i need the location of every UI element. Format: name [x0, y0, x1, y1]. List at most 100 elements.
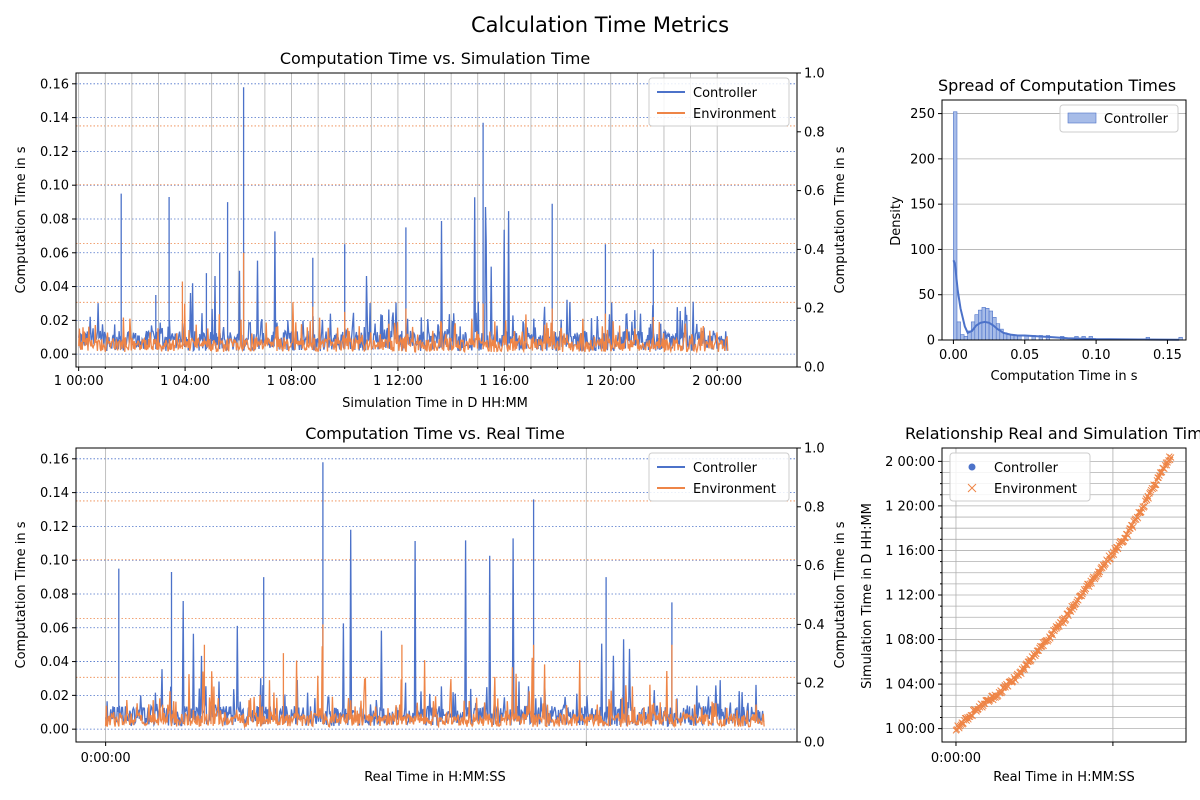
- y-right-tick-label: 1.0: [804, 442, 825, 457]
- histogram-bar: [953, 111, 958, 341]
- y-tick-label: 200: [910, 152, 935, 167]
- y-tick-label: 1 20:00: [885, 499, 935, 514]
- y-tick-label: 0.10: [40, 554, 69, 569]
- y-tick-label: 0.14: [40, 486, 69, 501]
- y-tick-label: 1 08:00: [885, 633, 935, 648]
- x-tick-label: 1 12:00: [373, 374, 423, 389]
- y-tick-label: 0.16: [40, 452, 69, 467]
- chart-sim-time-xlabel: Simulation Time in D HH:MM: [342, 396, 528, 411]
- y-tick-label: 0.12: [40, 520, 69, 535]
- x-tick-label: 1 00:00: [54, 374, 104, 389]
- chart-sim-time-title: Computation Time vs. Simulation Time: [280, 49, 590, 68]
- legend-label-controller: Controller: [994, 461, 1059, 476]
- legend-box: [949, 452, 1091, 502]
- histogram-bar: [995, 323, 1001, 341]
- chart-relationship-xlabel: Real Time in H:MM:SS: [993, 770, 1135, 785]
- legend-label-environment: Environment: [994, 482, 1077, 497]
- x-tick-label: 0:00:00: [931, 751, 981, 766]
- y-tick-label: 0.06: [40, 621, 69, 636]
- chart-relationship: Relationship Real and Simulation Time Re…: [860, 424, 1200, 785]
- x-tick-label: 0.10: [1082, 348, 1111, 363]
- chart-real-time-title: Computation Time vs. Real Time: [305, 424, 565, 443]
- x-tick-label: 0.15: [1153, 348, 1182, 363]
- y-tick-label: 0.12: [40, 145, 69, 160]
- y-tick-label: 150: [910, 198, 935, 213]
- y-right-tick-label: 0.6: [804, 184, 825, 199]
- y-tick-label: 1 12:00: [885, 589, 935, 604]
- axes-frame: [75, 447, 798, 743]
- legend-label-environment: Environment: [693, 482, 776, 497]
- y-tick-label: 1 04:00: [885, 678, 935, 693]
- kde-line: [952, 259, 1179, 341]
- chart-sim-time: Computation Time vs. Simulation Time Sim…: [14, 49, 848, 411]
- x-tick-label: 0:00:00: [81, 751, 131, 766]
- axes-frame: [941, 447, 1187, 743]
- legend-swatch-environment: [967, 483, 977, 493]
- y-right-tick-label: 0.6: [804, 559, 825, 574]
- x-tick-label: 0.05: [1010, 348, 1039, 363]
- y-tick-label: 0.04: [40, 655, 69, 670]
- y-tick-label: 0.02: [40, 689, 69, 704]
- x-tick-label: 0.00: [939, 348, 968, 363]
- chart-real-time-ylabel-right: Computation Time in s: [833, 521, 848, 668]
- x-tick-label: 2 00:00: [692, 374, 742, 389]
- x-tick-label: 1 08:00: [267, 374, 317, 389]
- y-tick-label: 0.00: [40, 723, 69, 738]
- y-tick-label: 0.00: [40, 348, 69, 363]
- axes-frame: [941, 99, 1187, 341]
- legend-label-controller: Controller: [1104, 112, 1169, 127]
- chart-relationship-title: Relationship Real and Simulation Time: [905, 424, 1200, 443]
- y-right-tick-label: 0.0: [804, 736, 825, 751]
- histogram-bar: [981, 307, 986, 341]
- legend-swatch-controller: [968, 463, 976, 471]
- histogram-bar: [960, 334, 965, 341]
- chart-sim-time-ylabel: Computation Time in s: [14, 146, 29, 293]
- y-tick-label: 250: [910, 107, 935, 122]
- histogram-bar: [985, 308, 990, 341]
- y-tick-label: 0.08: [40, 212, 69, 227]
- y-right-tick-label: 0.8: [804, 125, 825, 140]
- y-tick-label: 0.08: [40, 587, 69, 602]
- y-tick-label: 50: [918, 288, 935, 303]
- legend-swatch-controller: [1067, 112, 1097, 124]
- y-right-tick-label: 0.4: [804, 618, 825, 633]
- chart-real-time-xlabel: Real Time in H:MM:SS: [364, 770, 506, 785]
- chart-real-time: Computation Time vs. Real Time Real Time…: [14, 424, 848, 785]
- axes-frame: [75, 72, 798, 368]
- legend-label-controller: Controller: [693, 461, 758, 476]
- y-tick-label: 0.02: [40, 314, 69, 329]
- chart-sim-time-ylabel-right: Computation Time in s: [833, 146, 848, 293]
- y-right-tick-label: 0.2: [804, 677, 825, 692]
- chart-spread-title: Spread of Computation Times: [938, 76, 1176, 95]
- legend-label-controller: Controller: [693, 86, 758, 101]
- x-tick-label: 1 04:00: [160, 374, 210, 389]
- y-right-tick-label: 0.8: [804, 500, 825, 515]
- legend-box: [1059, 104, 1179, 133]
- y-right-tick-label: 0.2: [804, 302, 825, 317]
- y-tick-label: 0.16: [40, 77, 69, 92]
- histogram-bar: [978, 309, 983, 341]
- y-tick-label: 100: [910, 243, 935, 258]
- chart-real-time-ylabel: Computation Time in s: [14, 521, 29, 668]
- legend-label-environment: Environment: [693, 107, 776, 122]
- histogram-bar: [956, 321, 961, 341]
- x-tick-label: 1 20:00: [586, 374, 636, 389]
- y-right-tick-label: 1.0: [804, 67, 825, 82]
- chart-relationship-ylabel: Simulation Time in D HH:MM: [860, 503, 875, 689]
- chart-spread: Spread of Computation Times Computation …: [889, 76, 1187, 384]
- y-right-tick-label: 0.4: [804, 243, 825, 258]
- y-right-tick-label: 0.0: [804, 361, 825, 376]
- y-tick-label: 0: [927, 334, 935, 349]
- y-tick-label: 0.10: [40, 179, 69, 194]
- chart-spread-xlabel: Computation Time in s: [991, 369, 1138, 384]
- x-tick-label: 1 16:00: [479, 374, 529, 389]
- y-tick-label: 1 00:00: [885, 722, 935, 737]
- histogram-bar: [963, 336, 968, 341]
- y-tick-label: 2 00:00: [885, 455, 935, 470]
- series-environment-line: [104, 624, 765, 730]
- figure-suptitle: Calculation Time Metrics: [471, 13, 729, 37]
- y-tick-label: 1 16:00: [885, 544, 935, 559]
- y-tick-label: 0.14: [40, 111, 69, 126]
- y-tick-label: 0.06: [40, 246, 69, 261]
